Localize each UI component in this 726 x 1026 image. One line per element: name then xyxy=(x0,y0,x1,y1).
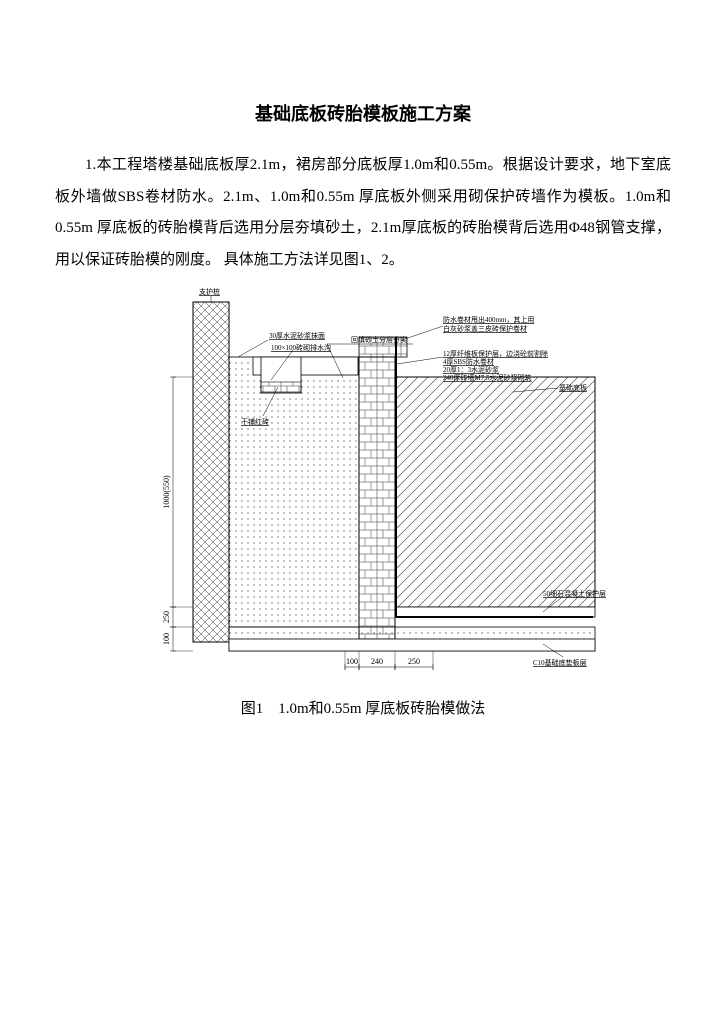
construction-diagram: 支护桩 30厚水泥砂浆抹面 100×100砖砌排水沟干铺红砖 回填砂土分层夯实 防水卷材… xyxy=(113,282,613,682)
svg-text:30厚水泥砂浆抹面: 30厚水泥砂浆抹面 xyxy=(269,331,325,340)
svg-text:240: 240 xyxy=(371,657,383,666)
svg-text:白灰砂浆盖三皮砖保护卷材: 白灰砂浆盖三皮砖保护卷材 xyxy=(443,324,527,333)
svg-text:20厚1：3水泥砂浆: 20厚1：3水泥砂浆 xyxy=(443,365,499,374)
svg-text:C10基础底垫板层: C10基础底垫板层 xyxy=(533,658,587,667)
svg-text:基础底板: 基础底板 xyxy=(559,383,587,392)
svg-text:干铺红砖: 干铺红砖 xyxy=(241,417,269,426)
svg-text:4厚SBS防水卷材: 4厚SBS防水卷材 xyxy=(443,357,494,366)
svg-text:250: 250 xyxy=(408,657,420,666)
svg-text:1000(550): 1000(550) xyxy=(162,475,171,509)
svg-text:100: 100 xyxy=(162,633,171,645)
svg-text:支护桩: 支护桩 xyxy=(199,287,220,296)
figure-caption: 图1 1.0m和0.55m 厚底板砖胎模做法 xyxy=(55,697,671,718)
svg-text:250: 250 xyxy=(162,611,171,623)
svg-text:100×100砖砌排水沟: 100×100砖砌排水沟 xyxy=(271,343,331,352)
page-title: 基础底板砖胎模板施工方案 xyxy=(55,100,671,126)
svg-text:回填砂土分层夯实: 回填砂土分层夯实 xyxy=(351,335,407,344)
body-paragraph: 1.本工程塔楼基础底板厚2.1m，裙房部分底板厚1.0m和0.55m。根据设计要… xyxy=(55,150,671,276)
svg-text:防水卷材甩出400mm，其上用: 防水卷材甩出400mm，其上用 xyxy=(443,315,534,324)
svg-text:100: 100 xyxy=(346,657,358,666)
svg-text:12厚纤维板保护层，边浇砼前割除: 12厚纤维板保护层，边浇砼前割除 xyxy=(443,349,548,358)
svg-text:50细石混凝土保护层: 50细石混凝土保护层 xyxy=(543,589,606,598)
svg-text:240厚砖墙M7.5水泥砂浆砌筑: 240厚砖墙M7.5水泥砂浆砌筑 xyxy=(443,373,531,382)
figure-container: 支护桩 30厚水泥砂浆抹面 100×100砖砌排水沟干铺红砖 回填砂土分层夯实 防水卷材… xyxy=(55,282,671,718)
